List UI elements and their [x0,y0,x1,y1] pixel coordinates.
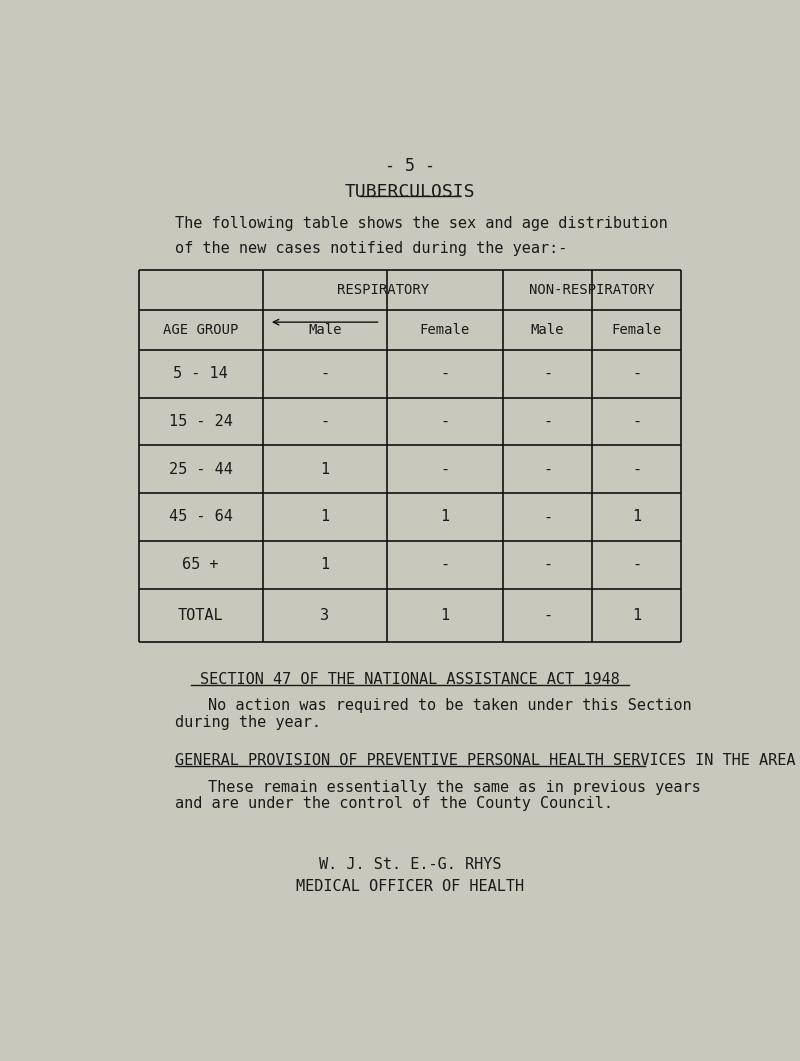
Text: -: - [543,366,552,381]
Text: -: - [632,557,642,572]
Text: 1: 1 [320,509,330,524]
Text: -: - [632,414,642,429]
Text: -: - [543,414,552,429]
Text: -: - [632,366,642,381]
Text: 1: 1 [440,509,450,524]
Text: 45 - 64: 45 - 64 [169,509,233,524]
Text: and are under the control of the County Council.: and are under the control of the County … [175,797,613,812]
Text: The following table shows the sex and age distribution: The following table shows the sex and ag… [175,215,668,231]
Text: SECTION 47 OF THE NATIONAL ASSISTANCE ACT 1948: SECTION 47 OF THE NATIONAL ASSISTANCE AC… [200,672,620,686]
Text: -: - [543,557,552,572]
Text: Female: Female [420,323,470,336]
Text: -: - [543,462,552,476]
Text: -: - [440,557,450,572]
Text: -: - [543,608,552,623]
Text: Male: Male [531,323,564,336]
Text: during the year.: during the year. [175,715,321,730]
Text: MEDICAL OFFICER OF HEALTH: MEDICAL OFFICER OF HEALTH [296,879,524,893]
Text: 15 - 24: 15 - 24 [169,414,233,429]
Text: of the new cases notified during the year:-: of the new cases notified during the yea… [175,241,567,257]
Text: RESPIRATORY: RESPIRATORY [337,283,429,297]
Text: 1: 1 [320,557,330,572]
Text: GENERAL PROVISION OF PREVENTIVE PERSONAL HEALTH SERVICES IN THE AREA: GENERAL PROVISION OF PREVENTIVE PERSONAL… [175,753,796,768]
Text: AGE GROUP: AGE GROUP [163,323,238,336]
Text: These remain essentially the same as in previous years: These remain essentially the same as in … [209,780,702,795]
Text: 1: 1 [440,608,450,623]
Text: -: - [440,366,450,381]
Text: TOTAL: TOTAL [178,608,223,623]
Text: -: - [440,414,450,429]
Text: 1: 1 [320,462,330,476]
Text: 5 - 14: 5 - 14 [174,366,228,381]
Text: -: - [440,462,450,476]
Text: Male: Male [308,323,342,336]
Text: No action was required to be taken under this Section: No action was required to be taken under… [209,698,692,713]
Text: - 5 -: - 5 - [385,157,435,175]
Text: -: - [543,509,552,524]
Text: 1: 1 [632,608,642,623]
Text: 1: 1 [632,509,642,524]
Text: Female: Female [611,323,662,336]
Text: 3: 3 [320,608,330,623]
Text: -: - [320,414,330,429]
Text: -: - [632,462,642,476]
Text: 25 - 44: 25 - 44 [169,462,233,476]
Text: W. J. St. E.-G. RHYS: W. J. St. E.-G. RHYS [318,857,502,872]
Text: TUBERCULOSIS: TUBERCULOSIS [345,182,475,201]
Text: NON-RESPIRATORY: NON-RESPIRATORY [530,283,655,297]
Text: -: - [320,366,330,381]
Text: 65 +: 65 + [182,557,219,572]
